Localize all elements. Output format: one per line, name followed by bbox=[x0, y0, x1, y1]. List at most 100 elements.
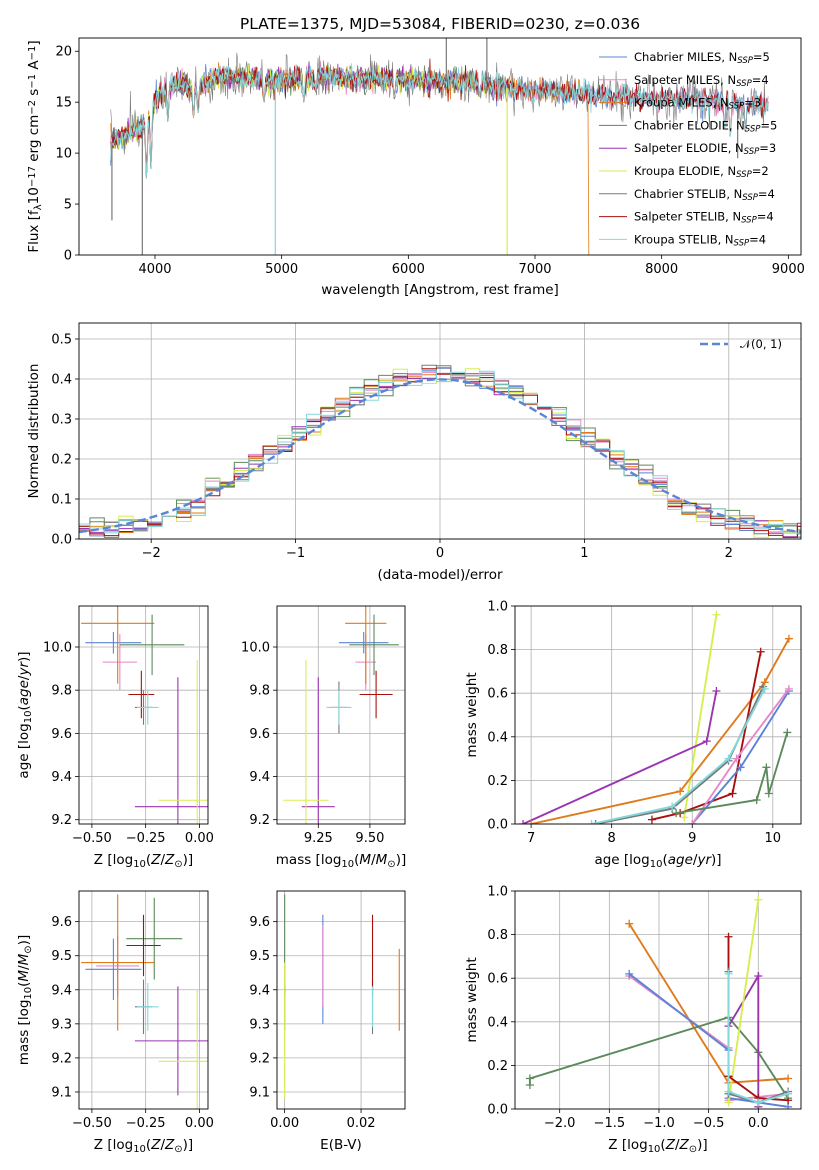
label-part: M bbox=[16, 970, 32, 982]
label-part: Z bbox=[665, 1137, 676, 1153]
x-tick-label: 5000 bbox=[265, 262, 298, 277]
x-tick-label: 6000 bbox=[392, 262, 425, 277]
axes-frame bbox=[276, 890, 406, 1110]
errorbar-salpeter_elodie bbox=[134, 677, 208, 824]
label-part: mass [log bbox=[16, 1000, 32, 1066]
legend-label: Salpeter ELODIE, NSSP=3 bbox=[634, 141, 776, 157]
label-part: Z [log bbox=[94, 852, 133, 868]
legend-label: Kroupa STELIB, NSSP=4 bbox=[634, 232, 766, 248]
legend-text: Chabrier MILES, N bbox=[634, 50, 737, 64]
x-axis-label: Z [log10(Z/Z⊙)] bbox=[94, 1137, 193, 1155]
y-tick-label: 0.1 bbox=[51, 493, 72, 508]
label-part: 10 bbox=[341, 859, 354, 870]
label-part: / bbox=[371, 852, 376, 868]
weight-marker bbox=[762, 763, 771, 772]
weight-marker bbox=[688, 820, 697, 824]
label-part: E(B-V) bbox=[320, 1137, 362, 1153]
weight-marker bbox=[783, 728, 792, 737]
weight-marker bbox=[754, 972, 763, 981]
x-tick-label: 9000 bbox=[772, 262, 805, 277]
label-part: −1 bbox=[27, 46, 38, 61]
x-axis-label: Z [log10(Z/Z⊙)] bbox=[608, 1137, 707, 1155]
legend-count: =5 bbox=[753, 50, 770, 64]
x-tick-label: −1.0 bbox=[643, 1116, 675, 1131]
label-part: s bbox=[26, 89, 42, 100]
legend-text: Chabrier STELIB, N bbox=[634, 187, 742, 201]
y-tick-label: 9.4 bbox=[249, 770, 270, 785]
ticks: 9.25 9.50 9.2 9.4 9.6 9.8 10.0 bbox=[241, 641, 384, 846]
weight-lines bbox=[525, 895, 793, 1109]
x-axis-label: mass [log10(M/M⊙)] bbox=[276, 852, 406, 870]
legend-label: Salpeter MILES, NSSP=4 bbox=[634, 73, 769, 89]
weight-marker bbox=[676, 787, 685, 796]
label-part: Flux [f bbox=[26, 209, 42, 253]
weight-marker bbox=[760, 684, 769, 693]
y-tick-label: 9.6 bbox=[249, 915, 270, 930]
axes-frame bbox=[78, 37, 802, 256]
y-tick-label: 9.2 bbox=[249, 813, 270, 828]
legend-label: Chabrier MILES, NSSP=5 bbox=[634, 50, 770, 66]
ticks: 7 8 9 10 0.0 0.2 0.4 0.6 0.8 1.0 bbox=[487, 600, 781, 847]
y-tick-label: 0.2 bbox=[51, 453, 72, 468]
label-part: / bbox=[16, 965, 32, 970]
y-tick-label: 9.1 bbox=[249, 1085, 270, 1100]
label-part: 10 bbox=[648, 1144, 661, 1155]
x-tick-label: 0.02 bbox=[347, 1116, 376, 1131]
histogram-salpeter_miles bbox=[79, 371, 801, 538]
label-part: ( bbox=[662, 852, 667, 868]
x-tick-label: −2.0 bbox=[544, 1116, 576, 1131]
errorbar-chabrier_miles bbox=[85, 938, 142, 1000]
weight-marker bbox=[728, 789, 737, 798]
y-tick-label: 0 bbox=[64, 249, 72, 264]
label-part: mass [log bbox=[276, 852, 342, 868]
label-part: ( bbox=[16, 982, 32, 987]
legend-text: Kroupa MILES, N bbox=[634, 96, 729, 110]
label-part: ( bbox=[354, 852, 359, 868]
errorbar-chabrier_miles bbox=[85, 631, 142, 654]
label-part: age [log bbox=[16, 723, 32, 778]
spectrum-panel: 4000 5000 6000 7000 8000 9000 0 5 10 15 20 waveleng… bbox=[26, 37, 805, 298]
label-part: )] bbox=[711, 852, 722, 868]
y-tick-label: 0.6 bbox=[487, 687, 508, 702]
legend-subscript: SSP bbox=[736, 79, 752, 89]
x-tick-label: −0.25 bbox=[126, 831, 166, 846]
weight-marker bbox=[672, 809, 681, 818]
label-part: / bbox=[675, 1137, 680, 1153]
label-part: 10 bbox=[650, 859, 663, 870]
y-tick-label: 10.0 bbox=[43, 641, 72, 656]
label-part: Z bbox=[164, 1137, 175, 1153]
x-tick-label: 4000 bbox=[138, 262, 171, 277]
label-part: ] bbox=[26, 40, 42, 45]
x-tick-label: −0.50 bbox=[72, 831, 112, 846]
weight-series-salpeter_miles bbox=[688, 684, 793, 824]
errorbar-salpeter_elodie bbox=[134, 986, 208, 1096]
y-tick-label: 0.0 bbox=[51, 533, 72, 548]
legend-subscript: SSP bbox=[742, 193, 758, 203]
y-tick-label: 9.2 bbox=[51, 813, 72, 828]
y-tick-label: 9.6 bbox=[51, 915, 72, 930]
weight-marker bbox=[784, 634, 793, 643]
age_vs_Z-panel: −0.50 −0.25 0.009.29.49.69.810.0Z [log10(Z… bbox=[16, 605, 214, 870]
axes-frame bbox=[78, 322, 802, 540]
gridlines bbox=[79, 323, 801, 540]
weight-marker bbox=[712, 687, 721, 696]
label-part: ⊙ bbox=[387, 859, 395, 870]
label-part: M bbox=[359, 852, 371, 868]
x-tick-label: 7 bbox=[527, 831, 535, 846]
y-axis-label: age [log10(age/yr)] bbox=[16, 651, 34, 778]
legend-count: =4 bbox=[749, 232, 766, 246]
errorbar-chabrier_elodie bbox=[349, 614, 399, 676]
errorbar-kroupa_stelib bbox=[137, 690, 159, 725]
y-tick-label: 9.8 bbox=[249, 684, 270, 699]
error-bars bbox=[283, 606, 399, 824]
y-tick-label: 9.3 bbox=[249, 1017, 270, 1032]
legend-label: Chabrier ELODIE, NSSP=5 bbox=[634, 118, 777, 134]
y-tick-label: 5 bbox=[64, 198, 72, 213]
y-tick-label: 9.5 bbox=[51, 949, 72, 964]
label-part: age bbox=[16, 680, 32, 705]
label-part: M bbox=[16, 953, 32, 965]
weight-marker bbox=[752, 796, 761, 805]
label-part: )] bbox=[183, 1137, 194, 1153]
